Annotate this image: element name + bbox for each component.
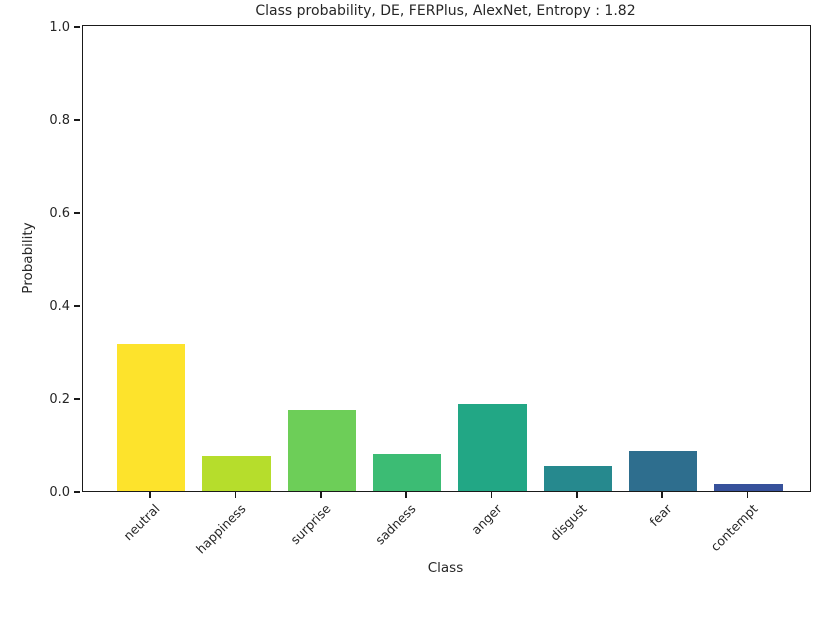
- y-tick-label-0.0: 0.0: [49, 485, 70, 501]
- x-tick-mark: [576, 492, 578, 498]
- x-tick-mark: [149, 492, 152, 498]
- x-tick-mark: [490, 492, 493, 498]
- bar-disgust: [543, 465, 613, 491]
- bar-contempt: [714, 483, 783, 491]
- x-tick-label-surprise: surprise: [287, 501, 334, 548]
- x-axis-label: Class: [427, 560, 464, 576]
- y-tick-label-0.6: 0.6: [49, 206, 70, 222]
- y-tick-label-0.8: 0.8: [49, 113, 70, 129]
- y-tick-mark: [74, 211, 80, 214]
- x-tick-label-neutral: neutral: [120, 501, 163, 544]
- y-tick-label-0.4: 0.4: [49, 299, 70, 315]
- x-tick-mark: [405, 492, 408, 498]
- bar-fear: [629, 451, 698, 491]
- y-tick-mark: [74, 25, 80, 28]
- y-axis-label: Probability: [20, 222, 36, 294]
- x-tick-label-fear: fear: [646, 501, 675, 530]
- bar-sadness: [373, 454, 442, 491]
- x-tick-mark: [661, 492, 664, 498]
- x-tick-label-anger: anger: [467, 501, 505, 538]
- y-tick-mark: [74, 118, 80, 121]
- plot-area: [82, 25, 811, 492]
- y-tick-mark: [74, 304, 80, 307]
- x-tick-mark: [234, 492, 237, 498]
- y-tick-label-0.2: 0.2: [49, 392, 70, 408]
- bar-neutral: [117, 343, 186, 491]
- bar-happiness: [202, 455, 271, 491]
- chart-title: Class probability, DE, FERPlus, AlexNet,…: [255, 3, 636, 19]
- bar-surprise: [287, 409, 357, 491]
- y-tick-mark: [74, 397, 80, 400]
- x-tick-label-sadness: sadness: [372, 501, 419, 548]
- y-tick-label-1.0: 1.0: [49, 20, 70, 36]
- bar-anger: [458, 403, 527, 491]
- x-tick-label-contempt: contempt: [707, 501, 761, 555]
- x-tick-mark: [320, 492, 322, 498]
- x-tick-mark: [746, 492, 749, 498]
- y-tick-mark: [74, 490, 80, 493]
- x-tick-label-happiness: happiness: [192, 501, 249, 557]
- x-tick-label-disgust: disgust: [546, 501, 590, 544]
